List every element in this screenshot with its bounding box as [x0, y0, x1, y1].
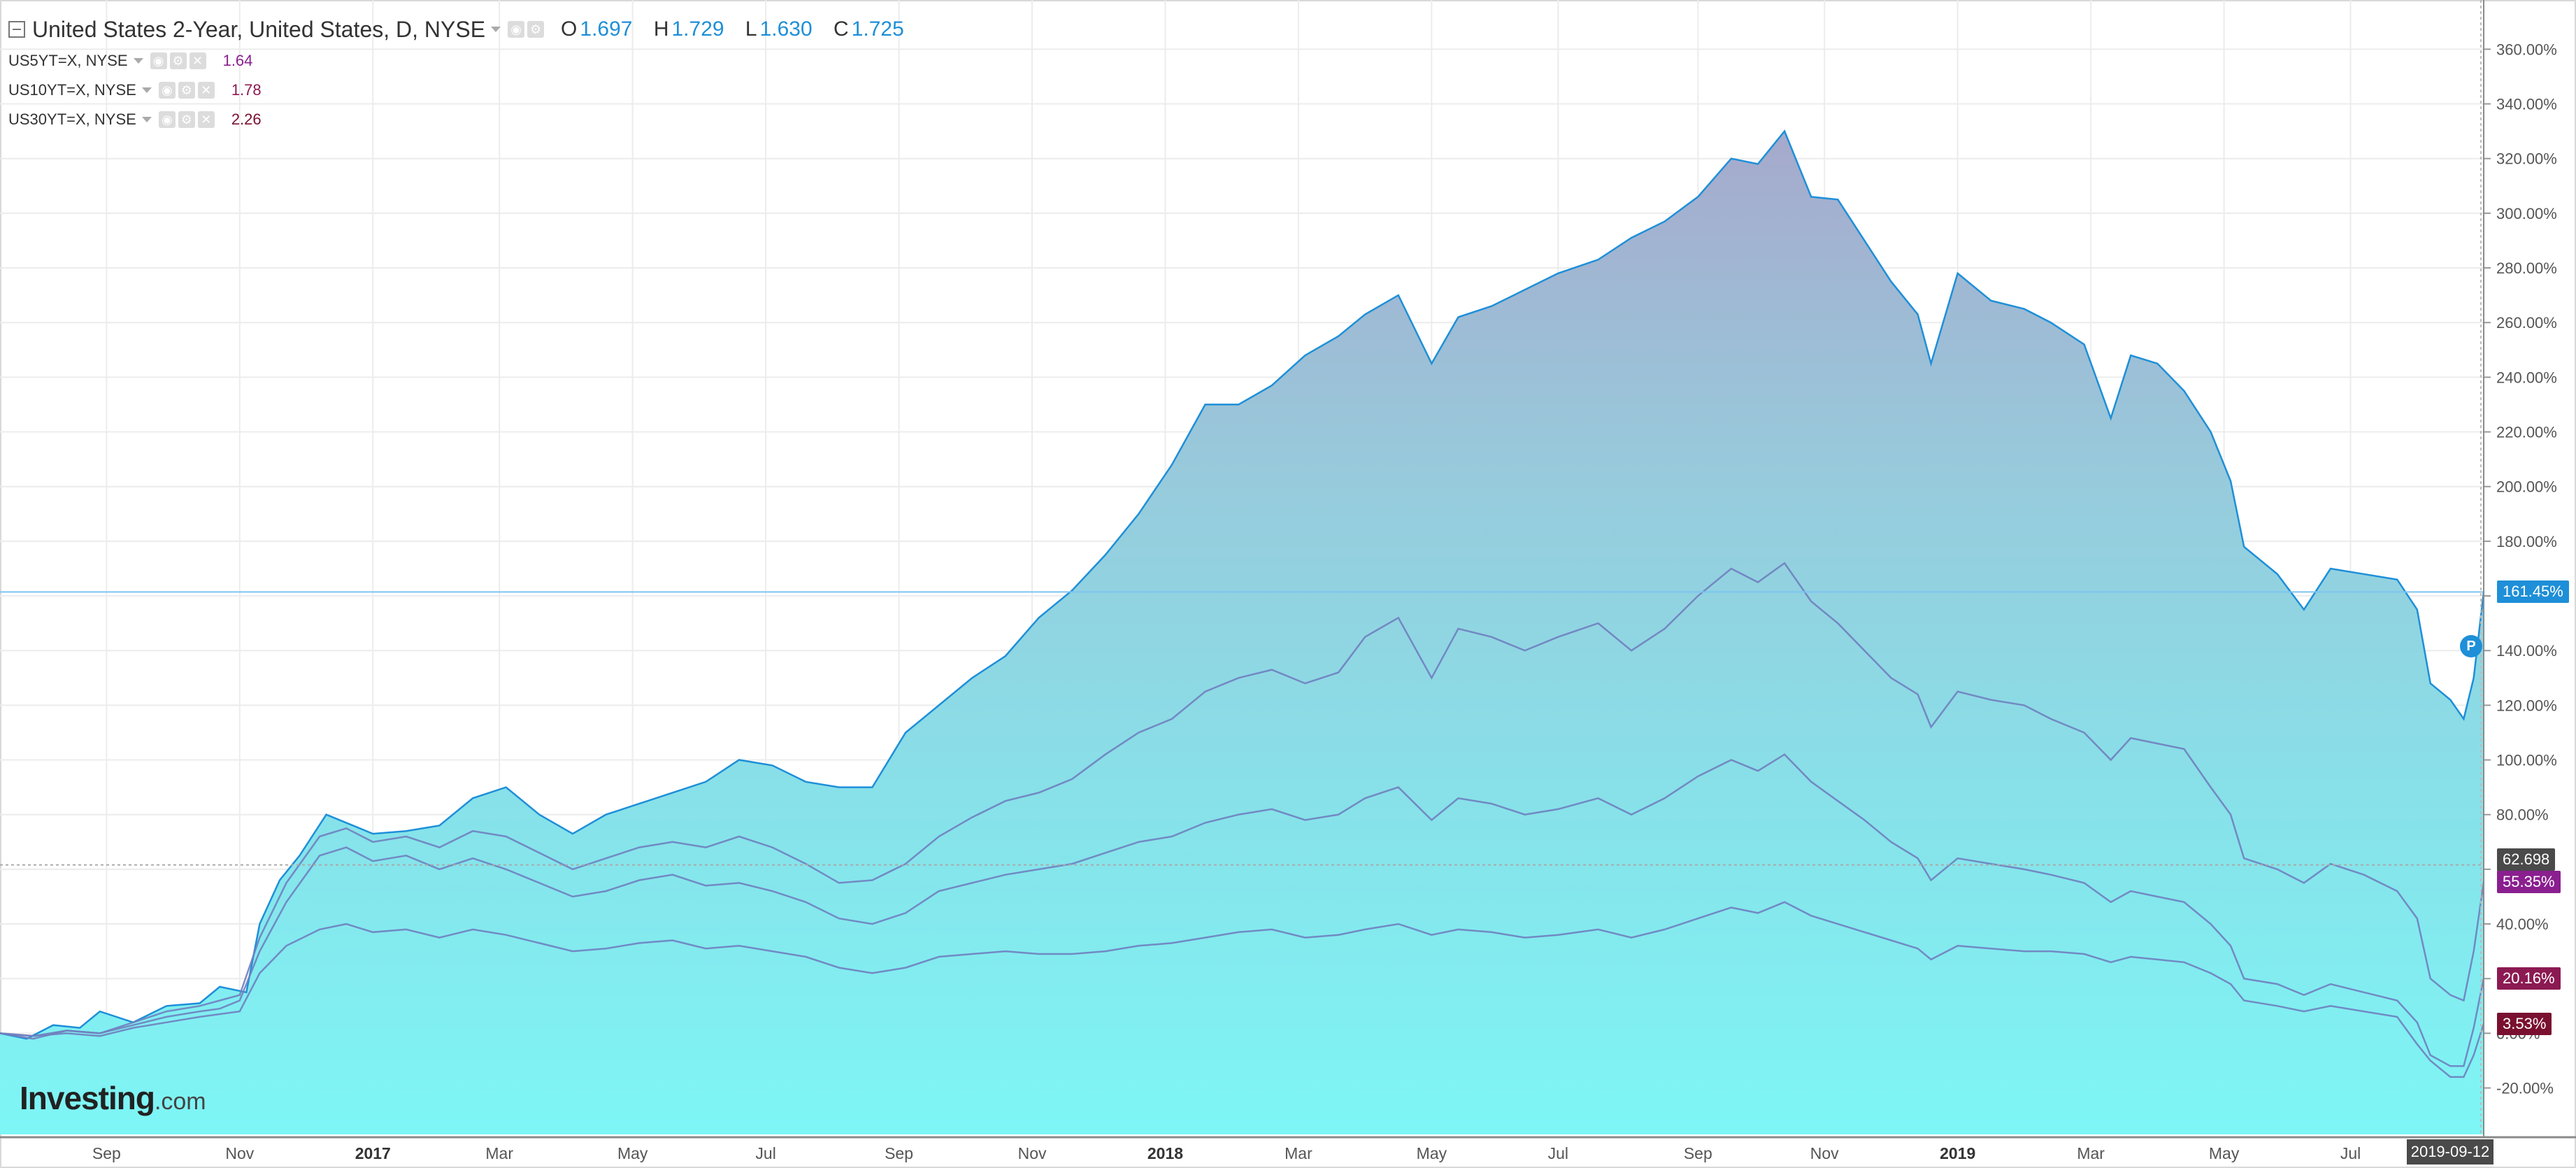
- close-icon[interactable]: ✕: [197, 82, 215, 99]
- legend: United States 2-Year, United States, D, …: [8, 13, 920, 134]
- price-badge: 62.698: [2497, 848, 2556, 871]
- price-badge: 55.35%: [2497, 871, 2561, 893]
- close-icon[interactable]: ✕: [197, 111, 215, 128]
- main-series-title[interactable]: United States 2-Year, United States, D, …: [32, 16, 486, 42]
- visibility-icon[interactable]: ◉: [158, 111, 176, 128]
- visibility-icon[interactable]: ◉: [508, 21, 525, 38]
- compare-value: 2.26: [231, 111, 262, 128]
- x-tick-label: Mar: [485, 1144, 513, 1162]
- x-tick-label: Sep: [92, 1144, 121, 1162]
- y-tick-label: 40.00%: [2496, 916, 2549, 933]
- y-tick-label: 320.00%: [2496, 150, 2557, 168]
- open-value: 1.697: [580, 17, 633, 41]
- close-key: C: [833, 17, 849, 41]
- y-tick-label: 140.00%: [2496, 642, 2557, 660]
- main-series-area: [0, 131, 2484, 1135]
- investing-logo: Investing.com: [20, 1079, 206, 1117]
- x-axis: Sep Nov 2017 Mar May Jul Sep Nov 2018 Mar May Jul Se…: [0, 1136, 2576, 1162]
- close-value: 1.725: [851, 17, 904, 41]
- compare-value: 1.78: [231, 81, 262, 99]
- chevron-down-icon[interactable]: [141, 117, 152, 122]
- x-tick-label: Nov: [1810, 1144, 1839, 1162]
- marker-p-icon[interactable]: P: [2460, 635, 2482, 657]
- compare-series-line: [0, 753, 2485, 1067]
- main-series-line: [0, 129, 2485, 1040]
- chevron-down-icon[interactable]: [141, 87, 152, 93]
- visibility-icon[interactable]: ◉: [158, 82, 176, 99]
- y-tick-label: 360.00%: [2496, 41, 2557, 58]
- x-tick-label: Mar: [2077, 1144, 2105, 1162]
- compare-series-line: [0, 562, 2485, 1040]
- y-tick-label: 180.00%: [2496, 533, 2557, 550]
- x-tick-label: May: [1417, 1144, 1447, 1162]
- x-tick-label: 2018: [1147, 1144, 1183, 1162]
- y-tick-label: 340.00%: [2496, 96, 2557, 113]
- x-date-label: 2019-09-12: [2407, 1139, 2493, 1165]
- compare-row-us10yt[interactable]: US10YT=X, NYSE ◉ ⚙ ✕ 1.78: [8, 76, 920, 105]
- x-tick-label: 2017: [355, 1144, 391, 1162]
- x-tick-label: Sep: [885, 1144, 913, 1162]
- x-tick-label: Sep: [1684, 1144, 1712, 1162]
- chevron-down-icon[interactable]: [491, 27, 501, 32]
- x-tick-label: Nov: [1018, 1144, 1047, 1162]
- y-tick-label: 120.00%: [2496, 697, 2557, 714]
- plot-area: [0, 0, 2485, 1135]
- x-tick-label: May: [617, 1144, 648, 1162]
- x-tick-label: Jul: [2340, 1144, 2361, 1162]
- y-tick-label: 220.00%: [2496, 424, 2557, 441]
- x-tick-label: 2019: [1940, 1144, 1975, 1162]
- compare-label[interactable]: US10YT=X, NYSE: [8, 81, 136, 99]
- chevron-down-icon[interactable]: [133, 58, 143, 64]
- x-tick-label: Mar: [1285, 1144, 1312, 1162]
- y-tick-label: 80.00%: [2496, 806, 2549, 824]
- low-value: 1.630: [759, 17, 813, 41]
- y-tick-label: 100.00%: [2496, 752, 2557, 769]
- compare-row-us30yt[interactable]: US30YT=X, NYSE ◉ ⚙ ✕ 2.26: [8, 105, 920, 134]
- main-series-row: United States 2-Year, United States, D, …: [8, 13, 920, 46]
- open-key: O: [561, 17, 578, 41]
- x-tick-label: Jul: [755, 1144, 775, 1162]
- y-tick-label: -20.00%: [2496, 1080, 2554, 1097]
- compare-row-us5yt[interactable]: US5YT=X, NYSE ◉ ⚙ ✕ 1.64: [8, 46, 920, 76]
- x-tick-label: May: [2209, 1144, 2240, 1162]
- compare-series-line: [0, 901, 2485, 1078]
- logo-bold: Investing: [20, 1080, 155, 1116]
- visibility-icon[interactable]: ◉: [150, 52, 167, 69]
- price-badge: 3.53%: [2497, 1012, 2552, 1035]
- price-badge: 20.16%: [2497, 967, 2561, 990]
- settings-icon[interactable]: ⚙: [178, 82, 195, 99]
- settings-icon[interactable]: ⚙: [169, 52, 187, 69]
- compare-label[interactable]: US30YT=X, NYSE: [8, 111, 136, 128]
- collapse-icon[interactable]: [8, 21, 25, 38]
- settings-icon[interactable]: ⚙: [527, 21, 545, 38]
- close-icon[interactable]: ✕: [189, 52, 206, 69]
- high-key: H: [653, 17, 669, 41]
- compare-value: 1.64: [222, 52, 253, 69]
- logo-suffix: .com: [154, 1088, 206, 1115]
- y-tick-label: 240.00%: [2496, 369, 2557, 386]
- price-badge: 161.45%: [2497, 581, 2569, 604]
- low-key: L: [745, 17, 757, 41]
- compare-label[interactable]: US5YT=X, NYSE: [8, 52, 128, 69]
- x-tick-label: Jul: [1548, 1144, 1568, 1162]
- high-value: 1.729: [671, 17, 724, 41]
- x-tick-label: Nov: [225, 1144, 254, 1162]
- settings-icon[interactable]: ⚙: [178, 111, 195, 128]
- ohlc-values: O 1.697 H 1.729 L 1.630 C 1.725: [561, 17, 920, 41]
- y-tick-label: 280.00%: [2496, 259, 2557, 277]
- y-tick-label: 260.00%: [2496, 314, 2557, 332]
- y-tick-label: 300.00%: [2496, 205, 2557, 222]
- y-tick-label: 200.00%: [2496, 478, 2557, 496]
